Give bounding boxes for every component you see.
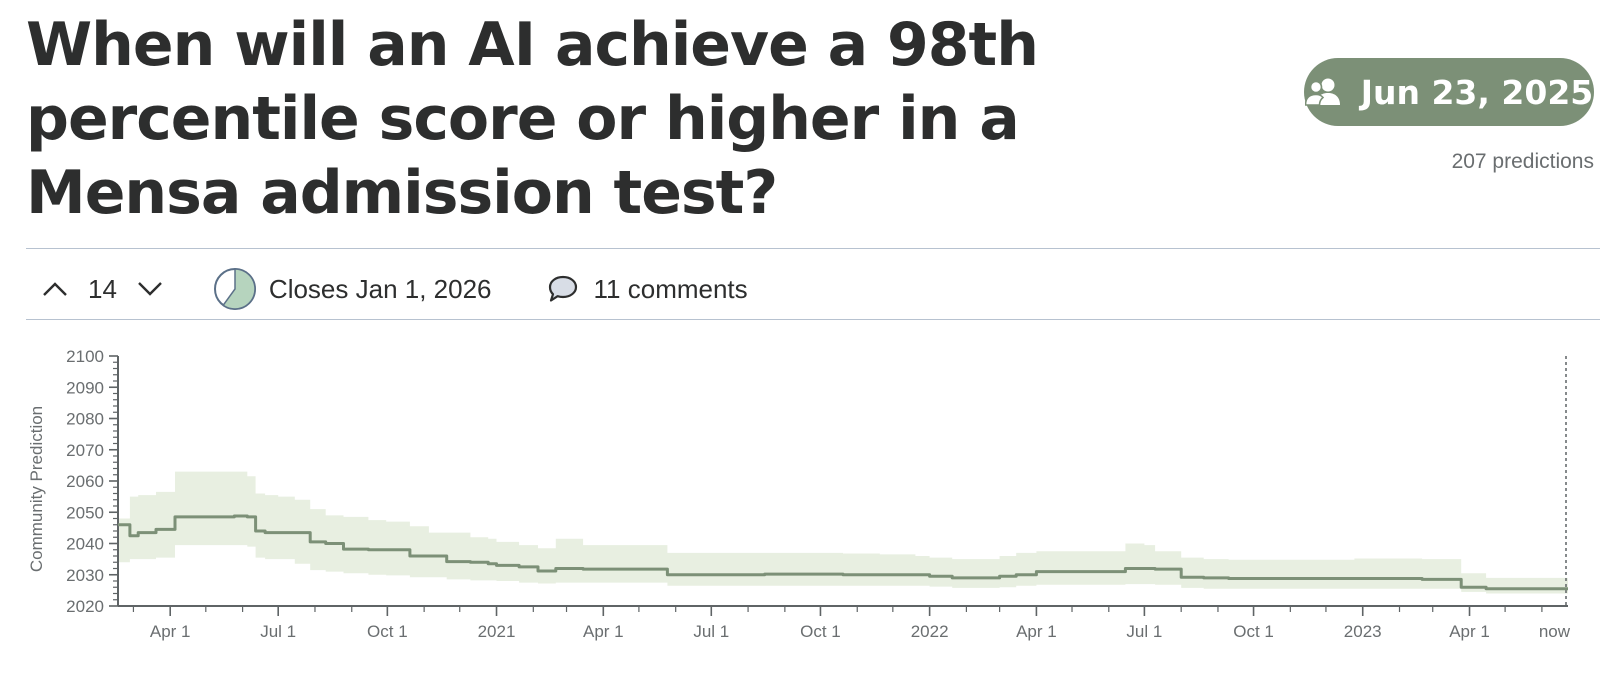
x-tick-label: Jul 1 xyxy=(693,622,729,641)
x-tick-label: Oct 1 xyxy=(800,622,841,641)
median-prediction-line xyxy=(118,514,1568,591)
y-tick-label: 2040 xyxy=(66,535,104,554)
comments-link[interactable]: 11 comments xyxy=(548,274,748,305)
chart-axes: 2020 2030 2040 2050 2060 2070 2080 2090 2100 Apr … xyxy=(66,347,1571,641)
x-tick-label: 2023 xyxy=(1344,622,1382,641)
chevron-up-icon xyxy=(43,282,67,296)
x-tick-label: 2022 xyxy=(911,622,949,641)
x-tick-label: Apr 1 xyxy=(1016,622,1057,641)
y-tick-label: 2080 xyxy=(66,410,104,429)
comments-label: 11 comments xyxy=(593,273,748,304)
x-tick-label: Apr 1 xyxy=(1449,622,1490,641)
y-axis-label: Community Prediction xyxy=(27,406,46,572)
y-tick-label: 2060 xyxy=(66,472,104,491)
divider-top xyxy=(26,248,1600,249)
speech-bubble-icon xyxy=(548,275,577,302)
x-tick-label: Apr 1 xyxy=(150,622,191,641)
y-tick-label: 2090 xyxy=(66,378,104,397)
y-tick-label: 2030 xyxy=(66,566,104,585)
downvote-button[interactable] xyxy=(121,277,179,301)
closes-info: Closes Jan 1, 2026 xyxy=(213,267,492,311)
x-tick-label: 2021 xyxy=(478,622,516,641)
median-line-layer xyxy=(118,514,1568,591)
chevron-down-icon xyxy=(138,282,162,296)
timer-progress-icon xyxy=(213,268,256,310)
x-tick-label: Apr 1 xyxy=(583,622,624,641)
divider-bottom xyxy=(26,319,1600,320)
vote-count: 14 xyxy=(88,273,117,304)
community-forecast-pill[interactable]: Jun 23, 2025 xyxy=(1304,58,1594,126)
x-tick-label: Oct 1 xyxy=(1233,622,1274,641)
x-tick-label: Jul 1 xyxy=(1126,622,1162,641)
closes-label: Closes Jan 1, 2026 xyxy=(268,273,492,304)
community-prediction-chart[interactable]: 2020 2030 2040 2050 2060 2070 2080 2090 2100 Apr … xyxy=(0,340,1600,676)
upvote-button[interactable] xyxy=(26,277,84,301)
question-title: When will an AI achieve a 98th percentil… xyxy=(26,10,1039,228)
predictions-count: 207 predictions xyxy=(1451,150,1594,173)
x-tick-label: Jul 1 xyxy=(260,622,296,641)
y-tick-label: 2100 xyxy=(66,347,104,366)
x-tick-label: now xyxy=(1539,622,1571,641)
x-tick-label: Oct 1 xyxy=(367,622,408,641)
forecast-date: Jun 23, 2025 xyxy=(1360,72,1594,112)
y-tick-label: 2070 xyxy=(66,441,104,460)
vote-control: 14 xyxy=(26,274,179,305)
y-tick-label: 2020 xyxy=(66,597,104,616)
users-icon xyxy=(1304,78,1340,106)
question-meta-row: 14 Closes Jan 1, 2026 11 comments xyxy=(26,254,748,324)
y-tick-label: 2050 xyxy=(66,503,104,522)
